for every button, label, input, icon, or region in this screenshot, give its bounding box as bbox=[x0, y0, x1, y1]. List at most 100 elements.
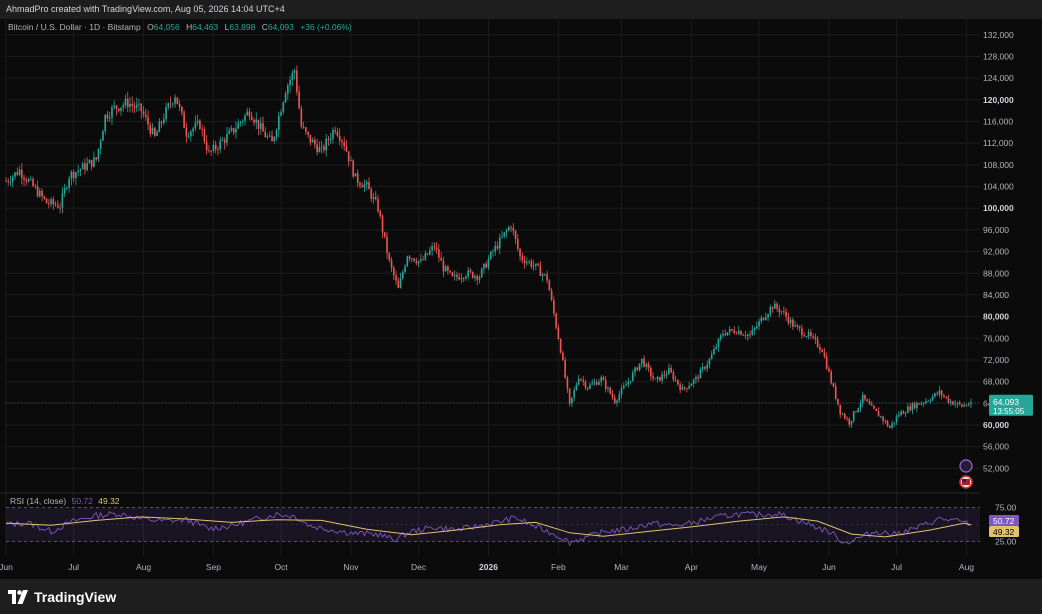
candle-body[interactable] bbox=[695, 376, 697, 380]
candle-body[interactable] bbox=[850, 420, 853, 425]
candle-body[interactable] bbox=[670, 367, 672, 373]
candle-body[interactable] bbox=[259, 123, 262, 129]
candle-body[interactable] bbox=[368, 182, 370, 190]
candle-body[interactable] bbox=[14, 172, 16, 177]
candle-body[interactable] bbox=[172, 103, 174, 105]
candle-body[interactable] bbox=[952, 401, 954, 405]
candle-body[interactable] bbox=[5, 181, 7, 182]
candle-body[interactable] bbox=[965, 405, 968, 406]
candle-body[interactable] bbox=[706, 364, 709, 369]
candle-body[interactable] bbox=[169, 103, 172, 105]
candle-body[interactable] bbox=[816, 339, 819, 347]
candle-body[interactable] bbox=[787, 316, 790, 324]
candle-body[interactable] bbox=[783, 311, 785, 313]
candle-body[interactable] bbox=[839, 404, 842, 415]
candle-body[interactable] bbox=[489, 251, 492, 260]
candle-body[interactable] bbox=[715, 347, 718, 349]
candle-body[interactable] bbox=[830, 371, 833, 384]
candle-body[interactable] bbox=[487, 259, 490, 268]
candle-body[interactable] bbox=[943, 395, 945, 397]
candle-body[interactable] bbox=[649, 368, 652, 377]
candle-body[interactable] bbox=[708, 359, 711, 365]
candle-body[interactable] bbox=[68, 178, 70, 189]
candle-body[interactable] bbox=[886, 421, 889, 427]
candle-body[interactable] bbox=[54, 204, 57, 206]
candle-body[interactable] bbox=[742, 334, 745, 336]
candle-body[interactable] bbox=[11, 176, 14, 182]
candle-body[interactable] bbox=[408, 256, 411, 259]
candle-body[interactable] bbox=[713, 348, 715, 355]
candle-body[interactable] bbox=[501, 236, 503, 238]
candle-body[interactable] bbox=[424, 253, 427, 260]
candle-body[interactable] bbox=[165, 107, 167, 120]
candle-body[interactable] bbox=[156, 132, 158, 136]
candle-body[interactable] bbox=[399, 278, 402, 288]
candle-body[interactable] bbox=[789, 319, 792, 324]
candle-body[interactable] bbox=[365, 182, 368, 185]
candle-body[interactable] bbox=[521, 256, 524, 261]
candle-body[interactable] bbox=[97, 148, 100, 160]
candle-body[interactable] bbox=[737, 330, 740, 334]
candle-body[interactable] bbox=[638, 363, 641, 371]
candle-body[interactable] bbox=[828, 368, 830, 372]
candle-body[interactable] bbox=[907, 406, 909, 413]
candle-body[interactable] bbox=[347, 151, 350, 162]
candle-body[interactable] bbox=[318, 146, 321, 153]
candle-body[interactable] bbox=[302, 126, 305, 128]
candle-body[interactable] bbox=[925, 401, 927, 403]
candle-body[interactable] bbox=[532, 265, 535, 267]
candle-body[interactable] bbox=[679, 384, 681, 390]
candle-body[interactable] bbox=[210, 150, 212, 152]
candle-body[interactable] bbox=[769, 307, 772, 315]
candle-body[interactable] bbox=[821, 349, 824, 352]
candle-body[interactable] bbox=[230, 128, 233, 131]
candle-body[interactable] bbox=[841, 414, 844, 415]
candle-body[interactable] bbox=[52, 199, 55, 205]
candle-body[interactable] bbox=[677, 379, 679, 385]
candle-body[interactable] bbox=[356, 173, 359, 183]
candle-body[interactable] bbox=[404, 266, 406, 273]
candle-body[interactable] bbox=[420, 259, 422, 261]
candle-body[interactable] bbox=[819, 346, 821, 350]
candle-body[interactable] bbox=[115, 105, 118, 109]
candle-body[interactable] bbox=[334, 130, 337, 132]
candle-body[interactable] bbox=[162, 119, 165, 123]
candle-body[interactable] bbox=[803, 335, 805, 337]
candle-body[interactable] bbox=[217, 149, 219, 151]
candle-body[interactable] bbox=[855, 411, 857, 413]
candle-body[interactable] bbox=[79, 169, 82, 171]
candle-body[interactable] bbox=[550, 290, 553, 301]
candle-body[interactable] bbox=[314, 139, 316, 145]
candle-body[interactable] bbox=[535, 263, 537, 266]
candle-body[interactable] bbox=[792, 319, 794, 327]
candle-body[interactable] bbox=[106, 114, 109, 119]
candle-body[interactable] bbox=[447, 266, 449, 271]
candle-body[interactable] bbox=[697, 376, 699, 379]
candle-body[interactable] bbox=[665, 374, 668, 376]
candle-body[interactable] bbox=[126, 98, 129, 107]
candle-body[interactable] bbox=[392, 267, 395, 276]
candle-body[interactable] bbox=[72, 171, 75, 179]
candle-body[interactable] bbox=[701, 367, 704, 370]
candle-body[interactable] bbox=[104, 114, 107, 132]
candle-body[interactable] bbox=[151, 127, 154, 134]
candle-body[interactable] bbox=[415, 261, 418, 264]
candle-body[interactable] bbox=[661, 374, 663, 381]
candle-body[interactable] bbox=[575, 384, 578, 390]
candle-body[interactable] bbox=[494, 245, 497, 252]
candle-body[interactable] bbox=[113, 105, 116, 108]
candle-body[interactable] bbox=[492, 251, 494, 253]
candle-body[interactable] bbox=[142, 111, 145, 115]
candle-body[interactable] bbox=[548, 280, 551, 291]
candle-body[interactable] bbox=[911, 403, 914, 411]
candle-body[interactable] bbox=[462, 278, 465, 279]
candle-body[interactable] bbox=[589, 384, 591, 389]
candle-body[interactable] bbox=[564, 360, 566, 378]
candle-body[interactable] bbox=[733, 330, 736, 334]
candle-body[interactable] bbox=[90, 160, 93, 167]
candle-body[interactable] bbox=[776, 303, 778, 309]
candle-body[interactable] bbox=[280, 111, 282, 116]
candle-body[interactable] bbox=[296, 70, 298, 92]
candle-body[interactable] bbox=[870, 404, 873, 406]
candle-body[interactable] bbox=[505, 230, 508, 233]
